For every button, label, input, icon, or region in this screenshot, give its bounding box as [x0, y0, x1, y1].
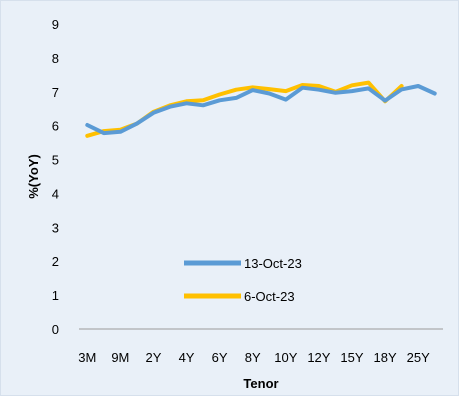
y-tick-label: 6 — [52, 119, 59, 134]
x-tick-label: 8Y — [245, 350, 261, 365]
y-tick-label: 1 — [52, 288, 59, 303]
y-tick-label: 7 — [52, 85, 59, 100]
x-tick-label: 10Y — [274, 350, 297, 365]
y-tick-label: 9 — [52, 17, 59, 32]
x-tick-label: 4Y — [179, 350, 195, 365]
series-line-0 — [85, 84, 437, 136]
y-tick-label: 5 — [52, 153, 59, 168]
y-axis-title: %(YoY) — [26, 154, 41, 199]
y-tick-label: 8 — [52, 51, 59, 66]
axes-layer: 0 1 2 3 4 5 6 7 8 9 3M 9M 2Y 4Y 6Y 8Y 10Y 12Y 15Y 18Y 25Y %… — [26, 17, 443, 391]
y-tick-label: 0 — [52, 322, 59, 337]
legend-label: 6-Oct-23 — [244, 289, 295, 304]
x-tick-label: 15Y — [340, 350, 363, 365]
x-tick-label: 2Y — [146, 350, 162, 365]
x-tick-label: 3M — [78, 350, 96, 365]
x-axis-ticks: 3M 9M 2Y 4Y 6Y 8Y 10Y 12Y 15Y 18Y 25Y — [78, 350, 430, 365]
x-tick-label: 18Y — [374, 350, 397, 365]
x-tick-label: 6Y — [212, 350, 228, 365]
legend-label: 13-Oct-23 — [244, 256, 302, 271]
legend: 13-Oct-23 6-Oct-23 — [184, 256, 302, 304]
series-layer — [85, 80, 437, 138]
y-axis-ticks: 0 1 2 3 4 5 6 7 8 9 — [52, 17, 59, 337]
y-tick-label: 3 — [52, 220, 59, 235]
x-tick-label: 9M — [111, 350, 129, 365]
y-tick-label: 2 — [52, 254, 59, 269]
x-tick-label: 12Y — [307, 350, 330, 365]
x-tick-label: 25Y — [407, 350, 430, 365]
x-axis-title: Tenor — [243, 376, 278, 391]
y-tick-label: 4 — [52, 186, 59, 201]
